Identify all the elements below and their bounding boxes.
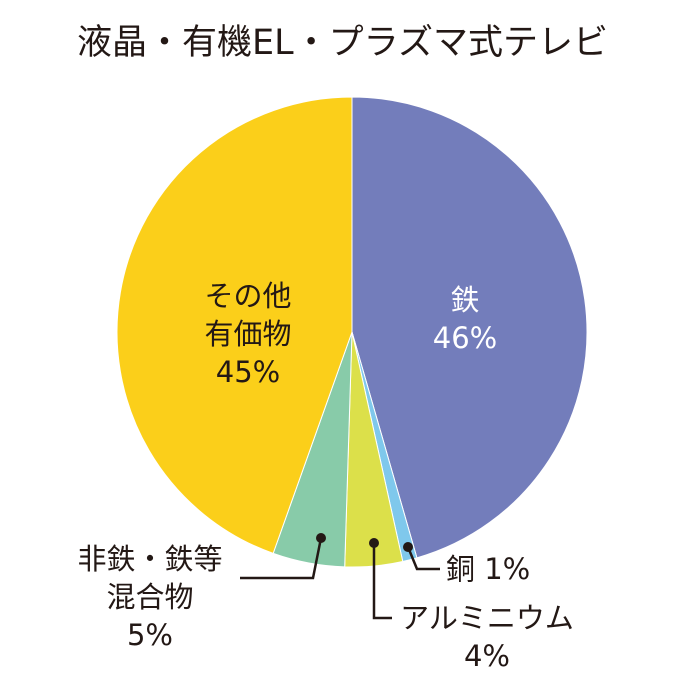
- label-aluminium-value: 4%: [463, 639, 510, 673]
- label-copper-value: 1%: [484, 552, 531, 586]
- leader-dot-aluminium: [369, 538, 379, 548]
- label-copper-name: 銅: [446, 552, 476, 586]
- label-other-name-2: 有価物: [204, 317, 292, 351]
- chart-title: 液晶・有機EL・プラズマ式テレビ: [77, 23, 608, 63]
- label-aluminium: アルミニウム 4%: [392, 599, 582, 675]
- leader-dot-nonferrous: [316, 533, 326, 543]
- label-other-value: 45%: [215, 355, 281, 389]
- label-other-name-1: その他: [204, 279, 292, 313]
- label-nonferrous-name-2: 混合物: [106, 580, 194, 614]
- leader-line-copper: [406, 546, 440, 571]
- pie-slice-other: [116, 96, 353, 555]
- label-other: その他 有価物 45%: [178, 277, 318, 391]
- label-iron: 鉄 46%: [405, 281, 525, 357]
- label-aluminium-name: アルミニウム: [400, 601, 574, 635]
- label-nonferrous-name-1: 非鉄・鉄等: [77, 542, 223, 576]
- pie-slice-iron: [351, 96, 588, 559]
- label-iron-name: 鉄: [450, 283, 480, 317]
- leader-line-aluminium: [372, 543, 392, 620]
- leader-dot-copper: [403, 542, 413, 552]
- label-nonferrous: 非鉄・鉄等 混合物 5%: [70, 540, 230, 654]
- label-iron-value: 46%: [432, 321, 498, 355]
- label-nonferrous-value: 5%: [126, 618, 173, 652]
- leader-line-nonferrous: [240, 537, 323, 580]
- label-copper: 銅 1%: [446, 550, 530, 588]
